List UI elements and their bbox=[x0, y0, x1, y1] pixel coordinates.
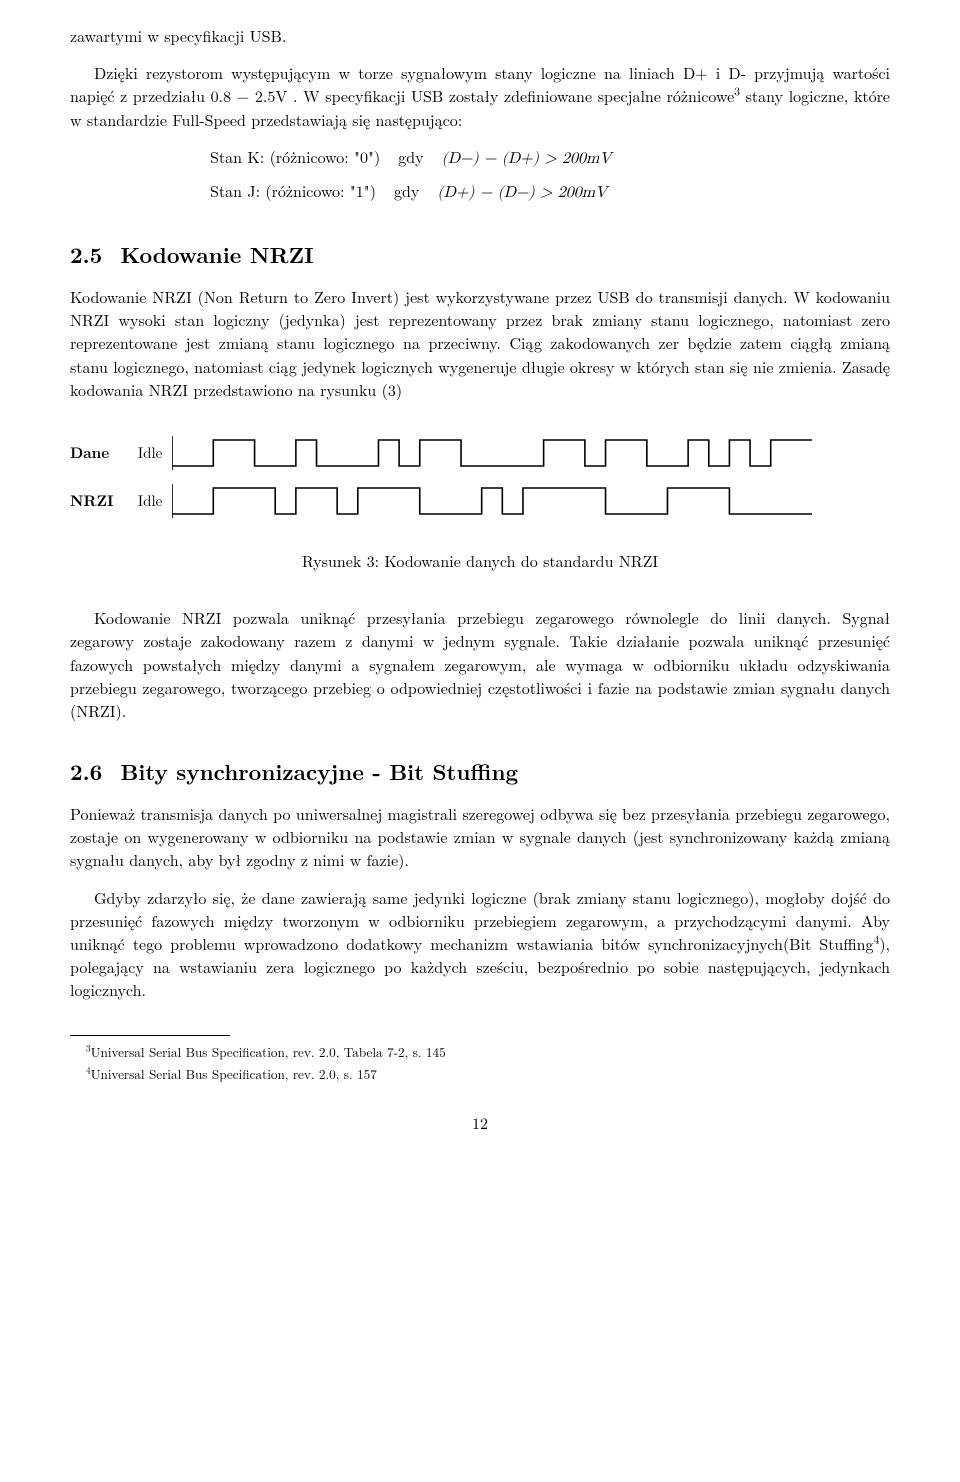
section-number: 2.5 bbox=[70, 239, 102, 271]
waveform-dane bbox=[172, 436, 812, 470]
footnote-text: Universal Serial Bus Specification, rev.… bbox=[91, 1042, 446, 1061]
timing-label-nrzi: NRZI bbox=[70, 490, 128, 512]
paragraph-bitstuff-1: Ponieważ transmisja danych po uniwersaln… bbox=[70, 802, 890, 872]
figure-3-caption: Rysunek 3: Kodowanie danych do standardu… bbox=[70, 549, 890, 572]
equation-state-k: Stan K: (różnicowo: "0") gdy (D−) − (D+)… bbox=[70, 145, 890, 171]
paragraph-nrzi-intro: Kodowanie NRZI (Non Return to Zero Inver… bbox=[70, 285, 890, 401]
waveform-nrzi bbox=[172, 484, 812, 518]
paragraph-nrzi-clock: Kodowanie NRZI pozwala uniknąć przesyłan… bbox=[70, 606, 890, 722]
eq-cond: gdy bbox=[398, 145, 423, 168]
section-title: Kodowanie NRZI bbox=[120, 239, 313, 270]
footnote-3: 3Universal Serial Bus Specification, rev… bbox=[70, 1042, 890, 1061]
footnote-text: Universal Serial Bus Specification, rev.… bbox=[91, 1064, 377, 1083]
page-number: 12 bbox=[70, 1111, 890, 1134]
eq-label: Stan J: (różnicowo: "1") bbox=[210, 179, 376, 202]
eq-expr: (D+) − (D−) > 200mV bbox=[437, 182, 607, 205]
section-heading-2-6: 2.6 Bity synchronizacyjne - Bit Stuffing bbox=[70, 756, 890, 788]
section-number: 2.6 bbox=[70, 756, 102, 788]
eq-expr: (D−) − (D+) > 200mV bbox=[442, 148, 612, 171]
timing-idle-label: Idle bbox=[128, 442, 172, 464]
equation-state-j: Stan J: (różnicowo: "1") gdy (D+) − (D−)… bbox=[70, 179, 890, 205]
figure-3-timing-diagram: Dane Idle NRZI Idle bbox=[70, 429, 890, 525]
timing-idle-label: Idle bbox=[128, 490, 172, 512]
paragraph-bitstuff-2: Gdyby zdarzyło się, że dane zawierają sa… bbox=[70, 886, 890, 1002]
equations-block: Stan K: (różnicowo: "0") gdy (D−) − (D+)… bbox=[70, 145, 890, 205]
section-heading-2-5: 2.5 Kodowanie NRZI bbox=[70, 239, 890, 271]
timing-label-dane: Dane bbox=[70, 442, 128, 464]
eq-cond: gdy bbox=[394, 179, 419, 202]
eq-label: Stan K: (różnicowo: "0") bbox=[210, 145, 380, 168]
text: Gdyby zdarzyło się, że dane zawierają sa… bbox=[70, 886, 890, 955]
paragraph-fragment-top: zawartymi w specyfikacji USB. bbox=[70, 24, 890, 47]
timing-row-dane: Dane Idle bbox=[70, 429, 890, 477]
timing-row-nrzi: NRZI Idle bbox=[70, 477, 890, 525]
footnotes-rule bbox=[70, 1035, 230, 1036]
section-title: Bity synchronizacyjne - Bit Stuffing bbox=[120, 756, 518, 787]
footnote-4: 4Universal Serial Bus Specification, rev… bbox=[70, 1064, 890, 1083]
paragraph-resistors: Dzięki rezystorom występującym w torze s… bbox=[70, 61, 890, 131]
